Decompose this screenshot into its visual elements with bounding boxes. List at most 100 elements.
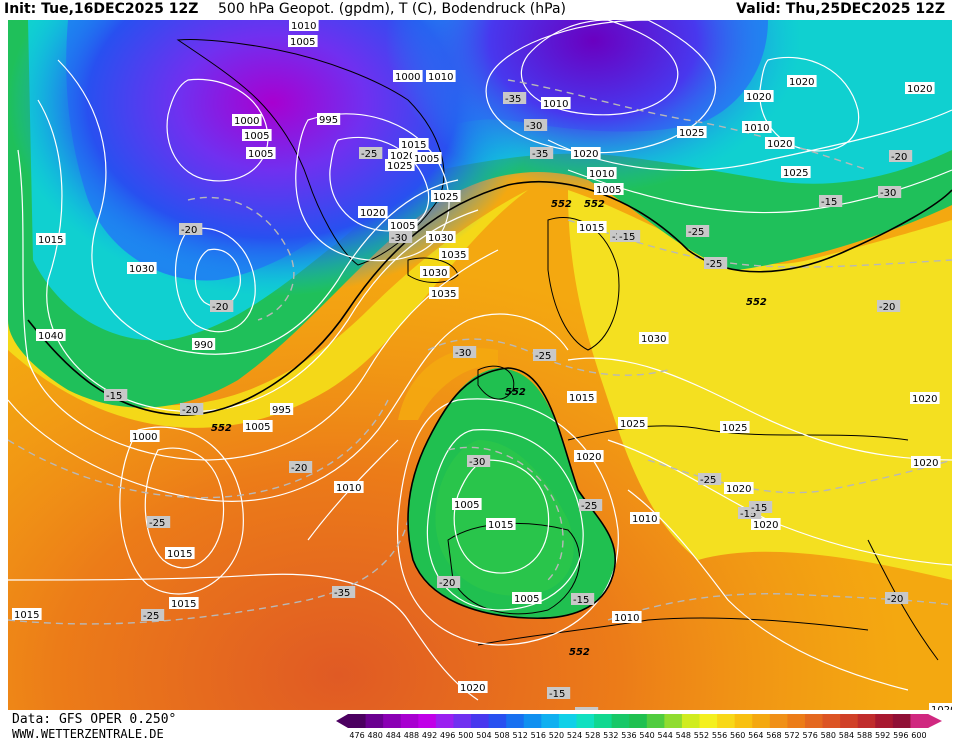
isobar xyxy=(567,357,952,461)
scale-swatch xyxy=(541,714,560,728)
contour-label: 552 xyxy=(505,387,526,398)
svg-text:1015: 1015 xyxy=(401,140,426,151)
scale-swatch xyxy=(875,714,894,728)
contour-label: 552 xyxy=(584,199,605,210)
pressure-label: 1000 xyxy=(232,114,262,127)
pressure-label: 1020 xyxy=(787,75,817,88)
svg-text:1005: 1005 xyxy=(596,185,621,196)
pressure-label: 1025 xyxy=(431,190,461,203)
temperature-label: -20 xyxy=(437,576,461,589)
svg-text:1020: 1020 xyxy=(913,458,938,469)
svg-text:552: 552 xyxy=(569,647,590,658)
isobar xyxy=(396,398,619,646)
svg-text:1030: 1030 xyxy=(641,334,666,345)
scale-tick-label: 488 xyxy=(404,731,419,740)
contour-label: 552 xyxy=(211,423,232,434)
contour-label: 552 xyxy=(746,297,767,308)
isobar xyxy=(166,78,269,182)
temperature-label: -25 xyxy=(686,225,710,238)
scale-tick-label: 564 xyxy=(748,731,763,740)
svg-text:-25: -25 xyxy=(143,611,159,622)
svg-text:1015: 1015 xyxy=(38,235,63,246)
scale-swatch xyxy=(365,714,384,728)
isobar xyxy=(426,429,584,611)
temperature-label: -25 xyxy=(704,257,728,270)
pressure-label: 1020 xyxy=(458,681,488,694)
isobar xyxy=(17,149,499,461)
scale-swatch xyxy=(892,714,911,728)
pressure-label: 1015 xyxy=(169,597,199,610)
scale-swatch xyxy=(717,714,736,728)
pressure-label: 1010 xyxy=(587,167,617,180)
pressure-label: 1020 xyxy=(744,90,774,103)
scale-tick-label: 580 xyxy=(821,731,836,740)
svg-text:1025: 1025 xyxy=(620,419,645,430)
pressure-label: 1010 xyxy=(630,512,660,525)
scale-swatch xyxy=(488,714,507,728)
europe-coast xyxy=(567,425,909,441)
pressure-label: 1040 xyxy=(36,329,66,342)
pressure-label: 1005 xyxy=(594,183,624,196)
pressure-label: 1020 xyxy=(751,518,781,531)
svg-text:-20: -20 xyxy=(181,225,197,236)
pressure-label: 1015 xyxy=(399,138,429,151)
pressure-label: 1010 xyxy=(289,20,319,32)
scale-tick-label: 508 xyxy=(494,731,509,740)
svg-text:1020: 1020 xyxy=(573,149,598,160)
map-header: Init: Tue,16DEC2025 12Z 500 hPa Geopot. … xyxy=(0,0,959,20)
isobar xyxy=(37,99,479,413)
scale-tick-label: 512 xyxy=(513,731,528,740)
scale-swatch xyxy=(646,714,665,728)
map-title: 500 hPa Geopot. (gpdm), T (C), Bodendruc… xyxy=(218,1,566,17)
svg-text:-15: -15 xyxy=(619,232,635,243)
pressure-label: 1005 xyxy=(243,420,273,433)
svg-text:-30: -30 xyxy=(391,233,407,244)
svg-text:1020: 1020 xyxy=(576,452,601,463)
pressure-label: 1005 xyxy=(242,129,272,142)
scale-swatch xyxy=(611,714,630,728)
scale-tick-label: 492 xyxy=(422,731,437,740)
svg-text:1020: 1020 xyxy=(767,139,792,150)
scale-tick-label: 528 xyxy=(585,731,600,740)
pressure-label: 1020 xyxy=(929,703,952,710)
svg-text:1015: 1015 xyxy=(569,393,594,404)
scale-arrow-right xyxy=(928,714,942,728)
svg-text:552: 552 xyxy=(746,297,767,308)
scale-tick-label: 496 xyxy=(440,731,455,740)
pressure-label: 1005 xyxy=(512,592,542,605)
scale-tick-label: 552 xyxy=(694,731,709,740)
scale-swatch xyxy=(804,714,824,728)
scale-tick-label: 516 xyxy=(531,731,546,740)
isobar xyxy=(627,489,909,691)
svg-text:-15: -15 xyxy=(573,595,589,606)
pressure-label: 1020 xyxy=(905,82,935,95)
pressure-label: 1005 xyxy=(288,35,318,48)
iceland-coast xyxy=(407,257,459,283)
svg-text:1025: 1025 xyxy=(679,128,704,139)
temperature-label: -15 xyxy=(819,195,843,208)
pressure-label: 1000 xyxy=(393,70,423,83)
isobar xyxy=(520,20,679,116)
svg-text:-35: -35 xyxy=(505,94,521,105)
svg-text:1005: 1005 xyxy=(514,594,539,605)
svg-text:-30: -30 xyxy=(526,121,542,132)
svg-text:1025: 1025 xyxy=(433,192,458,203)
temperature-label: -15 xyxy=(571,593,595,606)
temperature-label: -20 xyxy=(877,300,901,313)
geopotential-552-cutoff xyxy=(407,367,617,620)
svg-text:1000: 1000 xyxy=(395,72,420,83)
pressure-label: 1005 xyxy=(388,219,418,232)
pressure-label: 1030 xyxy=(127,262,157,275)
pressure-label: 1025 xyxy=(720,421,750,434)
temperature-label: -30 xyxy=(453,346,477,359)
svg-text:-30: -30 xyxy=(880,188,896,199)
pressure-label: 1020 xyxy=(358,206,388,219)
color-fields xyxy=(8,20,952,710)
scale-swatch xyxy=(664,714,683,728)
svg-text:552: 552 xyxy=(551,199,572,210)
svg-text:1015: 1015 xyxy=(167,549,192,560)
data-source: Data: GFS OPER 0.250° xyxy=(12,712,177,727)
552-gpdm-contour xyxy=(27,181,952,620)
scale-swatch xyxy=(418,714,437,728)
